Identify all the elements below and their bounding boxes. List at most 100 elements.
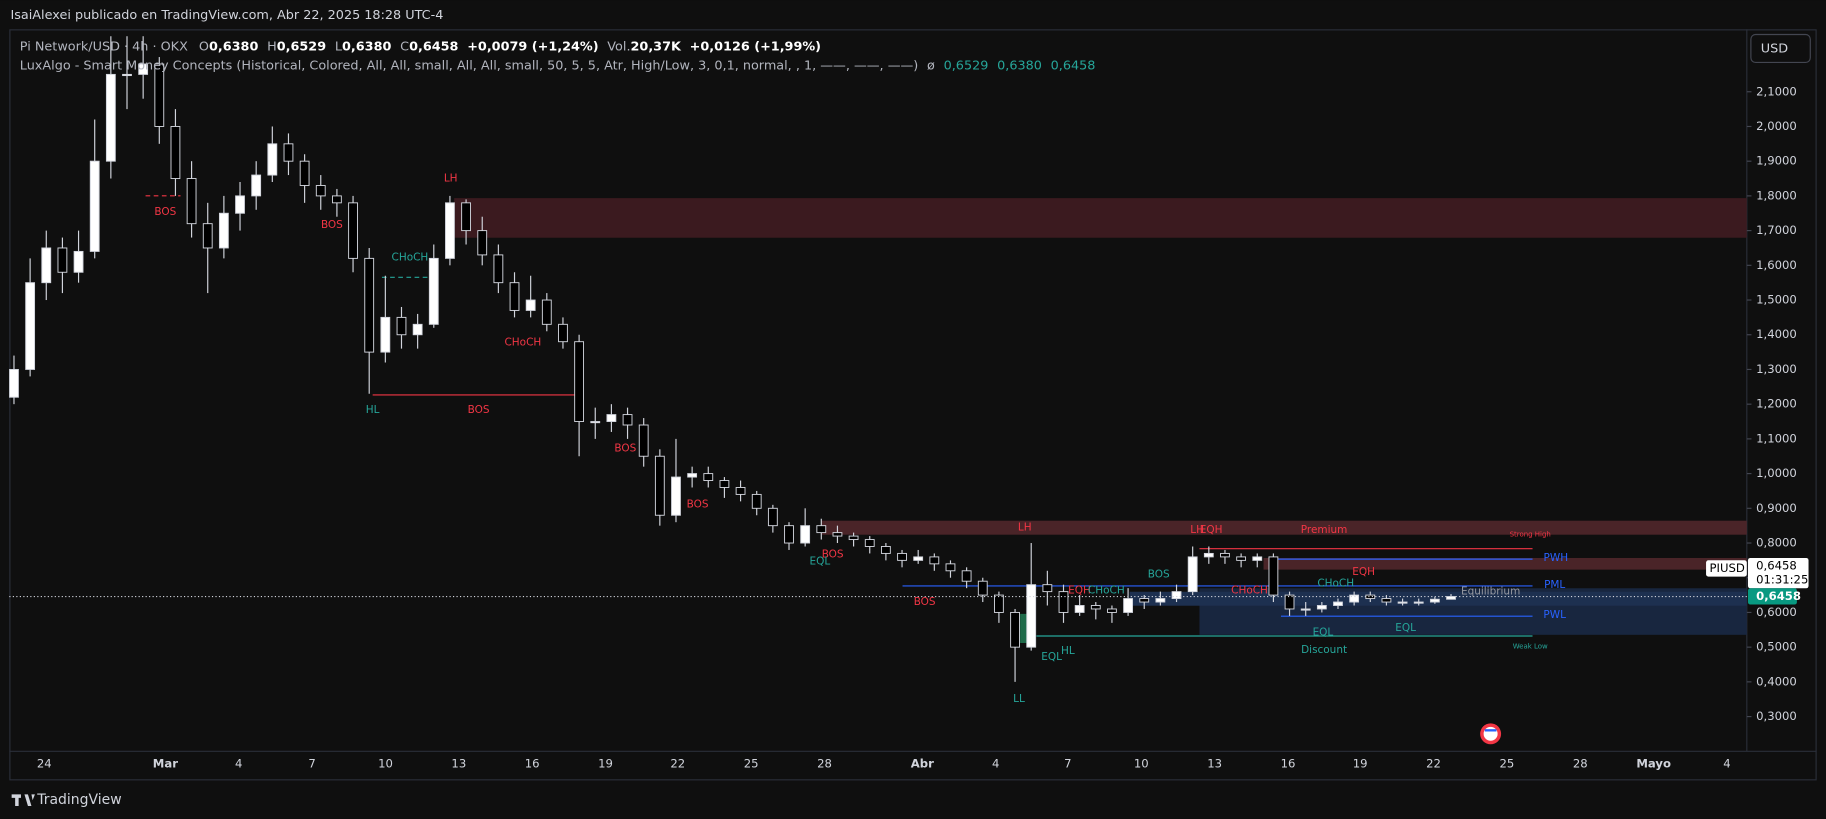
- candle-body: [1187, 556, 1198, 593]
- candle-body: [1333, 601, 1343, 606]
- event-icon[interactable]: [1480, 723, 1502, 745]
- candle-body: [1446, 596, 1456, 600]
- candle-body: [105, 73, 116, 162]
- smc-label: EQL: [1313, 627, 1334, 639]
- y-tick-label: 1,4000: [1756, 327, 1797, 341]
- y-tick-label: 1,6000: [1756, 258, 1797, 272]
- smc-label: BOS: [1148, 568, 1170, 580]
- x-tick-label: 13: [1207, 757, 1222, 771]
- price-tag-price: 0,6458: [1756, 559, 1797, 573]
- y-tick-label: 1,5000: [1756, 293, 1797, 307]
- demand-zone: [1020, 613, 1030, 643]
- candle-body: [574, 341, 585, 422]
- change: +0,0079 (+1,24%): [467, 39, 598, 54]
- y-tick-label: 2,0000: [1756, 119, 1797, 133]
- smc-label: BOS: [614, 443, 636, 455]
- candle-body: [122, 73, 132, 77]
- last-price-label: 0,6458: [1756, 589, 1801, 603]
- candle-body: [461, 202, 471, 232]
- candle-body: [445, 202, 455, 259]
- candle-body: [1010, 611, 1020, 648]
- symbol-tag-label: PIUSD: [1710, 561, 1745, 575]
- price-tag: [1747, 557, 1809, 589]
- y-tick-label: 0,9000: [1756, 501, 1797, 515]
- ohlc-key: L: [335, 39, 343, 54]
- event-icon-flag[interactable]: [1483, 726, 1498, 741]
- candle-body: [1139, 598, 1150, 603]
- smc-label: HL: [1061, 645, 1075, 657]
- y-tick-label: 0,8000: [1756, 536, 1797, 550]
- y-tick-label: 2,1000: [1756, 84, 1797, 98]
- last-price-tag: [1747, 588, 1797, 605]
- x-tick-label: Abr: [911, 757, 934, 771]
- ohlc-value: 0,6380: [342, 39, 391, 54]
- currency-label[interactable]: USD: [1761, 42, 1788, 57]
- volume: 20,37K: [631, 39, 682, 54]
- x-tick-label: 19: [1353, 757, 1368, 771]
- x-tick-label: 4: [1723, 757, 1730, 771]
- smc-label: PML: [1544, 579, 1565, 591]
- smc-label: Weak Low: [1513, 642, 1548, 650]
- smc-label: CHoCH: [504, 337, 541, 349]
- candle-body: [1074, 605, 1085, 613]
- candle-body: [816, 525, 827, 534]
- ohlc-key: H: [267, 39, 277, 54]
- candle-body: [751, 493, 762, 509]
- candle-body: [1155, 598, 1166, 603]
- currency-button[interactable]: USD: [1750, 33, 1811, 64]
- smc-label: CHoCH: [1317, 578, 1354, 590]
- premium-zone: [821, 520, 1747, 535]
- candle-body: [9, 368, 19, 398]
- x-tick-label: 24: [37, 757, 52, 771]
- y-tick-label: 1,3000: [1756, 362, 1797, 376]
- candle-body: [784, 525, 794, 544]
- candle-body: [897, 552, 907, 561]
- x-tick-label: 28: [817, 757, 832, 771]
- symbol-tag: [1706, 560, 1747, 577]
- candle-body: [380, 316, 391, 353]
- candle-body: [170, 126, 181, 180]
- smc-label: EQH: [1068, 585, 1091, 597]
- candle-body: [622, 414, 633, 426]
- candle-body: [493, 254, 504, 284]
- smc-label: LH: [1190, 524, 1204, 536]
- smc-label: BOS: [687, 498, 709, 510]
- smc-label: EQH: [1352, 566, 1375, 578]
- candle-body: [929, 556, 940, 565]
- smc-label: CHoCH: [1231, 585, 1268, 597]
- candle-body: [800, 525, 811, 544]
- x-tick-label: 22: [1426, 757, 1441, 771]
- candle-body: [1397, 601, 1408, 604]
- ohlc-value: 0,6458: [409, 39, 458, 54]
- smc-label: PWL: [1543, 609, 1566, 621]
- candle-body: [1042, 584, 1053, 593]
- smc-label: PWH: [1544, 552, 1569, 564]
- candle-body: [671, 476, 681, 516]
- candle-body: [73, 250, 84, 273]
- smc-label: EQL: [809, 555, 830, 567]
- candle-body: [154, 63, 165, 127]
- ohlc-key: O: [199, 39, 209, 54]
- candle-body: [1171, 591, 1182, 600]
- smc-label: BOS: [468, 404, 490, 416]
- event-icon-stripe[interactable]: [1484, 729, 1497, 732]
- smc-label: EQL: [1041, 651, 1062, 663]
- candle-body: [977, 580, 988, 596]
- smc-label: LL: [1013, 693, 1025, 705]
- y-tick-label: 0,6000: [1756, 605, 1797, 619]
- candle-body: [1300, 608, 1311, 611]
- ohlc-key: C: [400, 39, 409, 54]
- smc-label: BOS: [822, 548, 844, 560]
- smc-label: BOS: [914, 596, 936, 608]
- indicator-line: LuxAlgo - Smart Money Concepts (Historic…: [20, 58, 1096, 73]
- x-tick-label: 7: [1064, 757, 1071, 771]
- candle-body: [945, 563, 956, 572]
- candle-body: [719, 480, 730, 488]
- logo-mark: [11, 794, 35, 807]
- candle-body: [1381, 598, 1392, 603]
- candle-body: [1252, 556, 1263, 561]
- candle-body: [348, 202, 358, 259]
- button-frame[interactable]: [1750, 33, 1811, 64]
- candle-body: [864, 539, 875, 547]
